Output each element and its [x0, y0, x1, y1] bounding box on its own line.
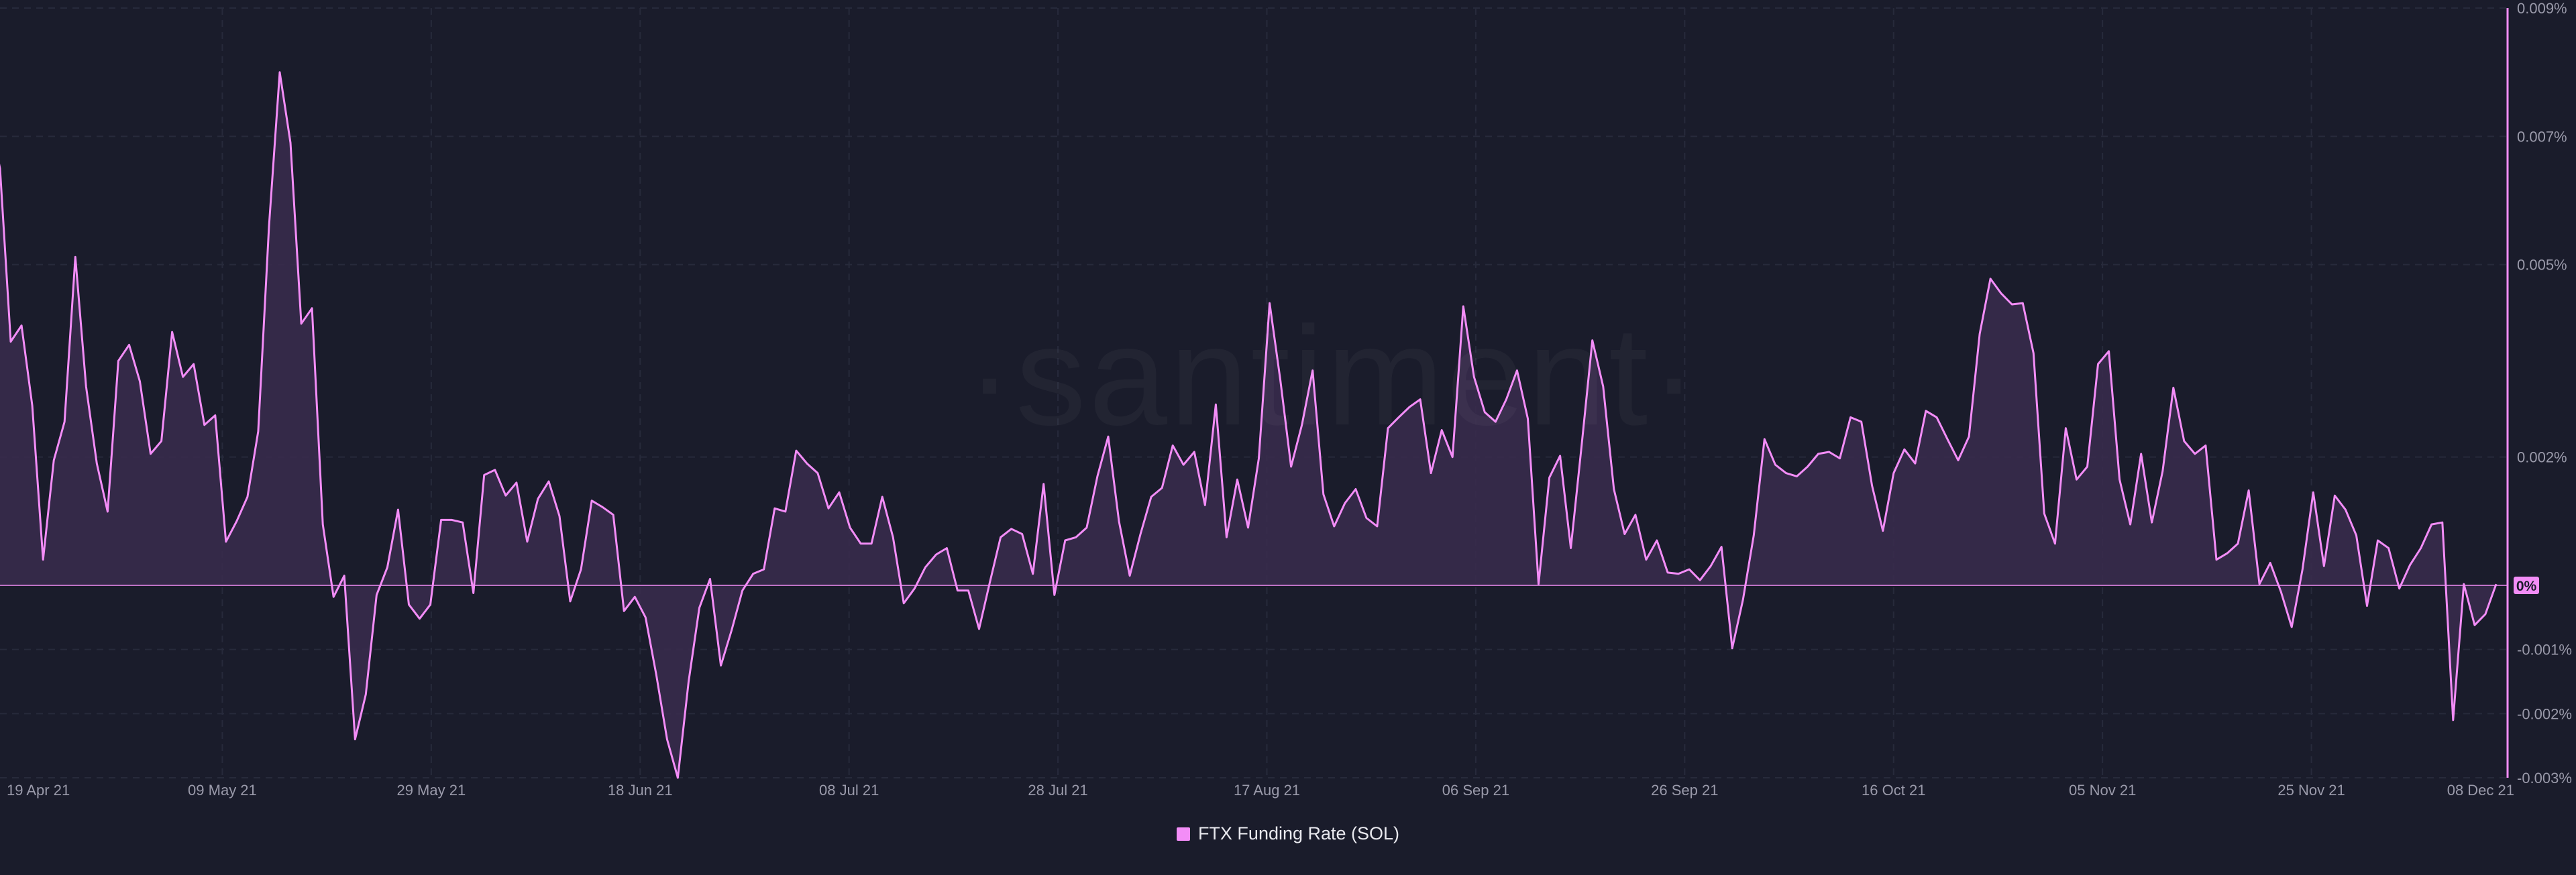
axes: 19 Apr 21 09 May 21 29 May 21 18 Jun 21 08 J…: [7, 0, 2572, 799]
y-tick-label: 0.007%: [2517, 128, 2567, 145]
x-tick-label: 08 Jul 21: [819, 782, 879, 799]
y-tick-label: 0.005%: [2517, 257, 2567, 274]
legend-swatch: [1176, 827, 1190, 841]
x-tick-label: 29 May 21: [396, 782, 466, 799]
y-tick-label-zero: 0%: [2516, 579, 2537, 594]
y-tick-label: 0.009%: [2517, 0, 2567, 17]
y-tick-label: -0.002%: [2517, 705, 2572, 722]
x-tick-label: 05 Nov 21: [2069, 782, 2136, 799]
y-tick-label: -0.003%: [2517, 770, 2572, 786]
zero-badge: [2514, 577, 2539, 594]
series-line: [0, 71, 2498, 779]
x-tick-label: 25 Nov 21: [2277, 782, 2345, 799]
series-area-fill: [0, 72, 2496, 778]
x-tick-label: 06 Sep 21: [1442, 782, 1509, 799]
x-tick-label: 26 Sep 21: [1651, 782, 1718, 799]
grid-lines: [0, 7, 2507, 778]
x-tick-label: 19 Apr 21: [7, 782, 70, 799]
legend-label: FTX Funding Rate (SOL): [1197, 823, 1400, 843]
x-tick-label: 28 Jul 21: [1028, 782, 1087, 799]
x-tick-label: 08 Dec 21: [2447, 782, 2514, 799]
y-tick-label: -0.001%: [2517, 642, 2572, 658]
series-area: [0, 72, 2496, 778]
x-tick-label: 17 Aug 21: [1234, 782, 1300, 799]
x-tick-label: 16 Oct 21: [1862, 782, 1925, 799]
x-tick-label: 09 May 21: [188, 782, 257, 799]
y-tick-label: 0.002%: [2517, 449, 2567, 466]
x-tick-label: 18 Jun 21: [608, 782, 673, 799]
legend[interactable]: FTX Funding Rate (SOL): [0, 823, 2576, 844]
series-line-group: [0, 71, 2508, 779]
